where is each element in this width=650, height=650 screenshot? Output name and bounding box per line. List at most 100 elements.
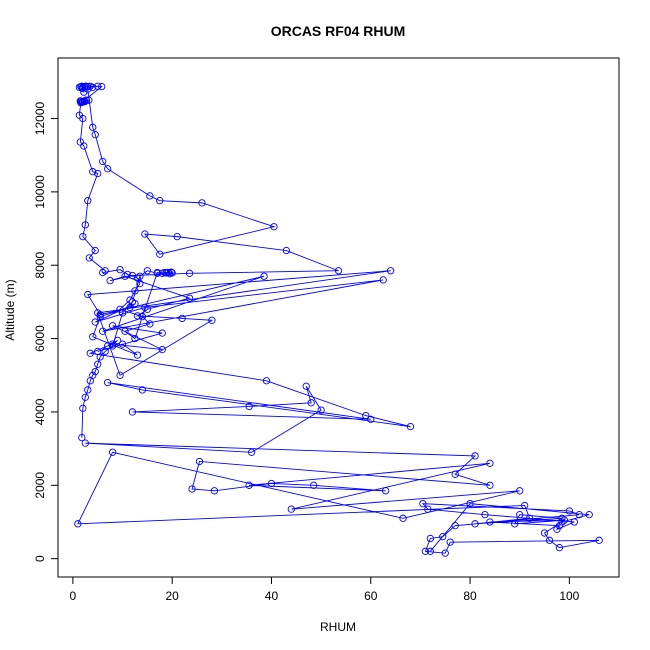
data-point — [471, 520, 479, 528]
y-tick-label: 12000 — [33, 102, 47, 136]
x-tick-label: 60 — [364, 589, 378, 603]
data-point — [77, 99, 85, 107]
data-point — [106, 276, 114, 285]
x-tick-label: 0 — [70, 589, 77, 603]
data-point — [525, 514, 534, 522]
data-point — [382, 487, 390, 495]
data-point — [79, 114, 87, 123]
plot-area — [74, 82, 603, 557]
data-point — [108, 448, 117, 456]
data-point — [89, 83, 97, 91]
data-point — [74, 520, 82, 528]
data-point — [143, 305, 152, 313]
data-point — [424, 505, 432, 513]
data-point — [89, 123, 97, 131]
data-point — [101, 347, 109, 356]
data-point — [143, 267, 152, 275]
data-point — [103, 165, 112, 173]
data-point — [481, 510, 489, 519]
data-point — [451, 470, 459, 478]
data-point — [158, 345, 166, 354]
data-point — [516, 510, 524, 519]
data-point — [128, 408, 137, 416]
data-point — [558, 518, 566, 526]
data-point — [486, 459, 494, 467]
x-tick-label: 80 — [463, 589, 477, 603]
data-point — [99, 327, 107, 335]
data-point — [94, 82, 102, 90]
data-point — [146, 192, 154, 200]
data-point — [116, 265, 124, 274]
data-point — [362, 411, 370, 420]
y-tick-label: 0 — [33, 555, 47, 562]
series-line — [77, 86, 600, 554]
data-point — [540, 529, 549, 537]
data-point — [81, 439, 89, 447]
data-point — [560, 516, 569, 524]
data-point — [198, 199, 206, 207]
data-point — [585, 510, 593, 519]
data-point — [558, 514, 566, 522]
data-point — [545, 536, 554, 544]
data-point — [94, 309, 102, 317]
data-point — [108, 342, 117, 350]
data-point — [79, 232, 87, 241]
data-point — [439, 533, 447, 541]
data-point — [89, 168, 97, 176]
data-point — [270, 223, 278, 231]
data-point — [161, 268, 169, 277]
data-point — [82, 82, 90, 90]
data-point — [466, 499, 474, 508]
data-point — [168, 269, 176, 277]
data-point — [94, 360, 102, 368]
data-point — [262, 377, 271, 385]
data-point — [367, 415, 375, 423]
data-point — [96, 312, 104, 321]
y-tick-label: 2000 — [33, 472, 47, 499]
data-point — [260, 272, 268, 280]
data-point — [84, 197, 92, 205]
data-point — [108, 340, 117, 348]
data-point — [91, 367, 99, 376]
data-point — [386, 267, 395, 275]
data-point — [91, 246, 99, 255]
data-point — [85, 254, 93, 262]
data-point — [471, 452, 479, 460]
data-point — [80, 142, 88, 150]
data-point — [138, 312, 147, 321]
data-point — [96, 353, 104, 361]
data-point — [406, 422, 415, 431]
data-point — [131, 287, 139, 295]
data-point — [302, 382, 310, 390]
data-point — [131, 300, 139, 308]
data-point — [156, 197, 164, 205]
data-point — [486, 518, 494, 526]
data-point — [138, 386, 147, 394]
data-point — [133, 351, 142, 359]
data-point — [575, 510, 583, 519]
y-tick-label: 8000 — [33, 252, 47, 279]
data-point — [156, 250, 164, 258]
data-point — [521, 501, 529, 510]
data-point — [287, 505, 295, 513]
data-point — [441, 549, 449, 557]
data-point — [446, 538, 454, 546]
data-point — [195, 457, 204, 466]
y-tick-label: 6000 — [33, 325, 47, 352]
data-point — [379, 276, 387, 284]
data-point — [91, 131, 99, 139]
data-point — [419, 499, 427, 508]
data-point — [81, 221, 89, 229]
data-point — [553, 525, 561, 533]
y-tick-label: 4000 — [33, 398, 47, 425]
data-point — [245, 402, 253, 411]
data-point — [99, 268, 107, 277]
y-axis: 0 2000 4000 6000 8000 10000 12000 — [33, 102, 59, 562]
data-point — [86, 349, 94, 357]
data-point — [178, 314, 186, 323]
data-point — [164, 268, 172, 277]
data-point — [118, 309, 127, 317]
y-axis-label: Altitude (m) — [3, 279, 17, 340]
data-point — [185, 269, 194, 277]
data-point — [555, 544, 564, 552]
